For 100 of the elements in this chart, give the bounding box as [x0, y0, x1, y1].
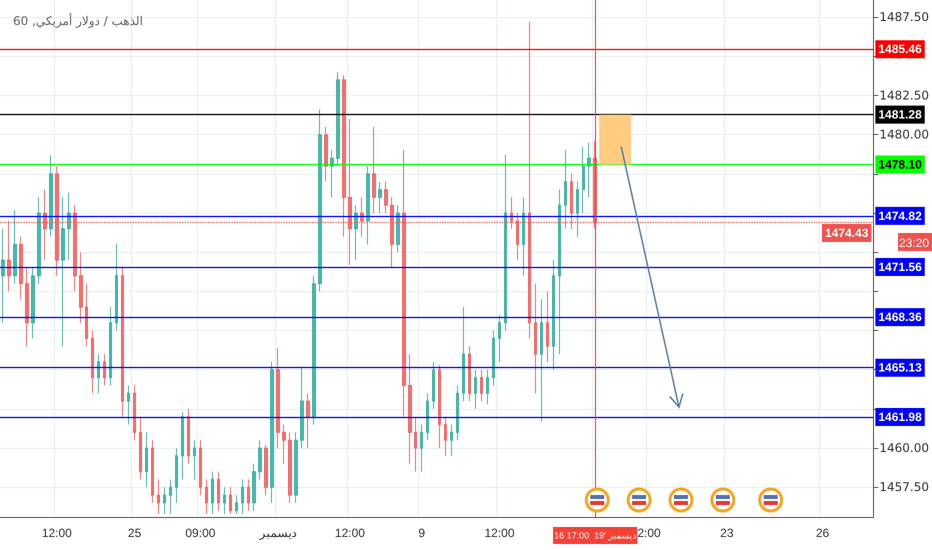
candlestick	[504, 154, 507, 332]
candlestick	[193, 440, 196, 480]
candlestick	[91, 330, 94, 394]
candlestick	[205, 478, 208, 514]
candlestick	[252, 463, 256, 512]
candlestick	[270, 361, 274, 504]
candlestick	[127, 384, 130, 426]
x-tick-label: 09:00	[185, 526, 216, 540]
x-tick-label: 12:00	[334, 526, 366, 540]
candlestick	[139, 416, 142, 480]
y-tick-label: 1482.50	[879, 88, 929, 103]
x-tick-label: ديسمبر	[258, 526, 297, 540]
candlestick	[115, 244, 118, 332]
candlestick	[181, 412, 184, 480]
candlestick	[109, 306, 112, 386]
candlestick	[540, 298, 543, 422]
candlestick	[145, 432, 148, 488]
y-tick-label: 1460.00	[879, 441, 929, 456]
candlestick	[336, 72, 340, 167]
candlestick	[157, 478, 160, 514]
y-tick-label: 1487.50	[879, 10, 929, 24]
candlestick	[558, 189, 561, 355]
x-tick-label: 2:00	[637, 526, 662, 540]
candlestick	[19, 236, 23, 300]
candlestick	[264, 444, 268, 496]
candlestick	[169, 478, 172, 514]
candlestick	[354, 204, 358, 261]
candlestick	[175, 448, 178, 504]
candlestick	[438, 364, 441, 449]
ref-line-label: 1461.98	[878, 410, 922, 424]
candlestick	[552, 260, 555, 370]
ref-line-label: 1465.13	[878, 360, 922, 375]
candlestick	[151, 440, 154, 504]
candlestick	[199, 440, 202, 496]
ref-line-label: 1478.10	[878, 158, 922, 172]
candlestick	[462, 306, 465, 402]
candlestick	[378, 181, 382, 214]
x-tick-label: 12:00	[484, 526, 515, 540]
candlestick	[414, 416, 417, 472]
candlestick	[522, 196, 525, 276]
candlestick	[582, 146, 585, 214]
candlestick	[241, 478, 244, 514]
x-tick-label: 12:00	[42, 526, 72, 540]
candlestick	[306, 392, 310, 449]
candlestick	[300, 366, 304, 449]
candlestick	[187, 408, 190, 464]
candlestick	[79, 252, 83, 324]
candlestick	[564, 150, 567, 230]
candlestick	[13, 209, 17, 284]
x-tick-label: 25	[128, 526, 142, 540]
candlestick	[456, 384, 459, 441]
candlestick	[282, 424, 286, 464]
candlestick	[258, 440, 262, 480]
candlestick	[25, 267, 29, 347]
candlestick	[235, 494, 238, 514]
candlestick	[276, 347, 280, 449]
ref-line-label: 1471.56	[878, 260, 922, 274]
ref-line-label: 1474.43	[824, 226, 869, 240]
candlestick	[474, 369, 477, 410]
ref-line-label: 1481.28	[878, 108, 922, 122]
candlestick	[408, 354, 412, 464]
candlestick	[576, 181, 579, 238]
ref-line-label: 1468.36	[878, 310, 922, 324]
candlestick	[247, 478, 250, 512]
candlestick	[324, 126, 328, 182]
candlestick	[67, 192, 71, 261]
candlestick	[468, 346, 471, 402]
candlestick	[450, 424, 453, 456]
candlestick	[384, 181, 388, 214]
text: 23:20	[898, 236, 930, 250]
candlestick	[366, 166, 370, 245]
candlestick	[372, 126, 376, 214]
candlestick	[546, 290, 549, 362]
candlestick	[133, 384, 136, 441]
candlestick	[288, 432, 292, 504]
x-tick-label: 9	[418, 526, 426, 540]
candlestick	[103, 354, 106, 386]
candlestick	[1, 228, 5, 324]
x-tick-label: 23	[720, 526, 734, 540]
candlestick	[587, 142, 591, 198]
x-tick-label: 16 ديسمبر '19 17:00	[554, 530, 636, 542]
candlestick	[294, 432, 298, 504]
candlestick	[211, 471, 214, 514]
candlestick	[318, 109, 322, 292]
candlestick	[432, 361, 435, 410]
candlestick	[97, 354, 100, 394]
candlestick	[330, 150, 334, 198]
candlestick	[498, 314, 501, 362]
candlestick	[426, 392, 429, 441]
candlestick	[420, 424, 423, 472]
candlestick	[444, 416, 447, 456]
candlestick	[223, 486, 226, 514]
candlestick	[312, 275, 316, 426]
text: الذهب / دولار أمريكي, 60	[13, 13, 143, 28]
x-tick-label: 26	[816, 526, 830, 540]
candlestick	[480, 369, 483, 402]
candlestick	[85, 283, 88, 347]
candlestick	[61, 196, 65, 347]
candlestick	[121, 267, 124, 418]
y-tick-label: 1457.50	[879, 480, 929, 494]
